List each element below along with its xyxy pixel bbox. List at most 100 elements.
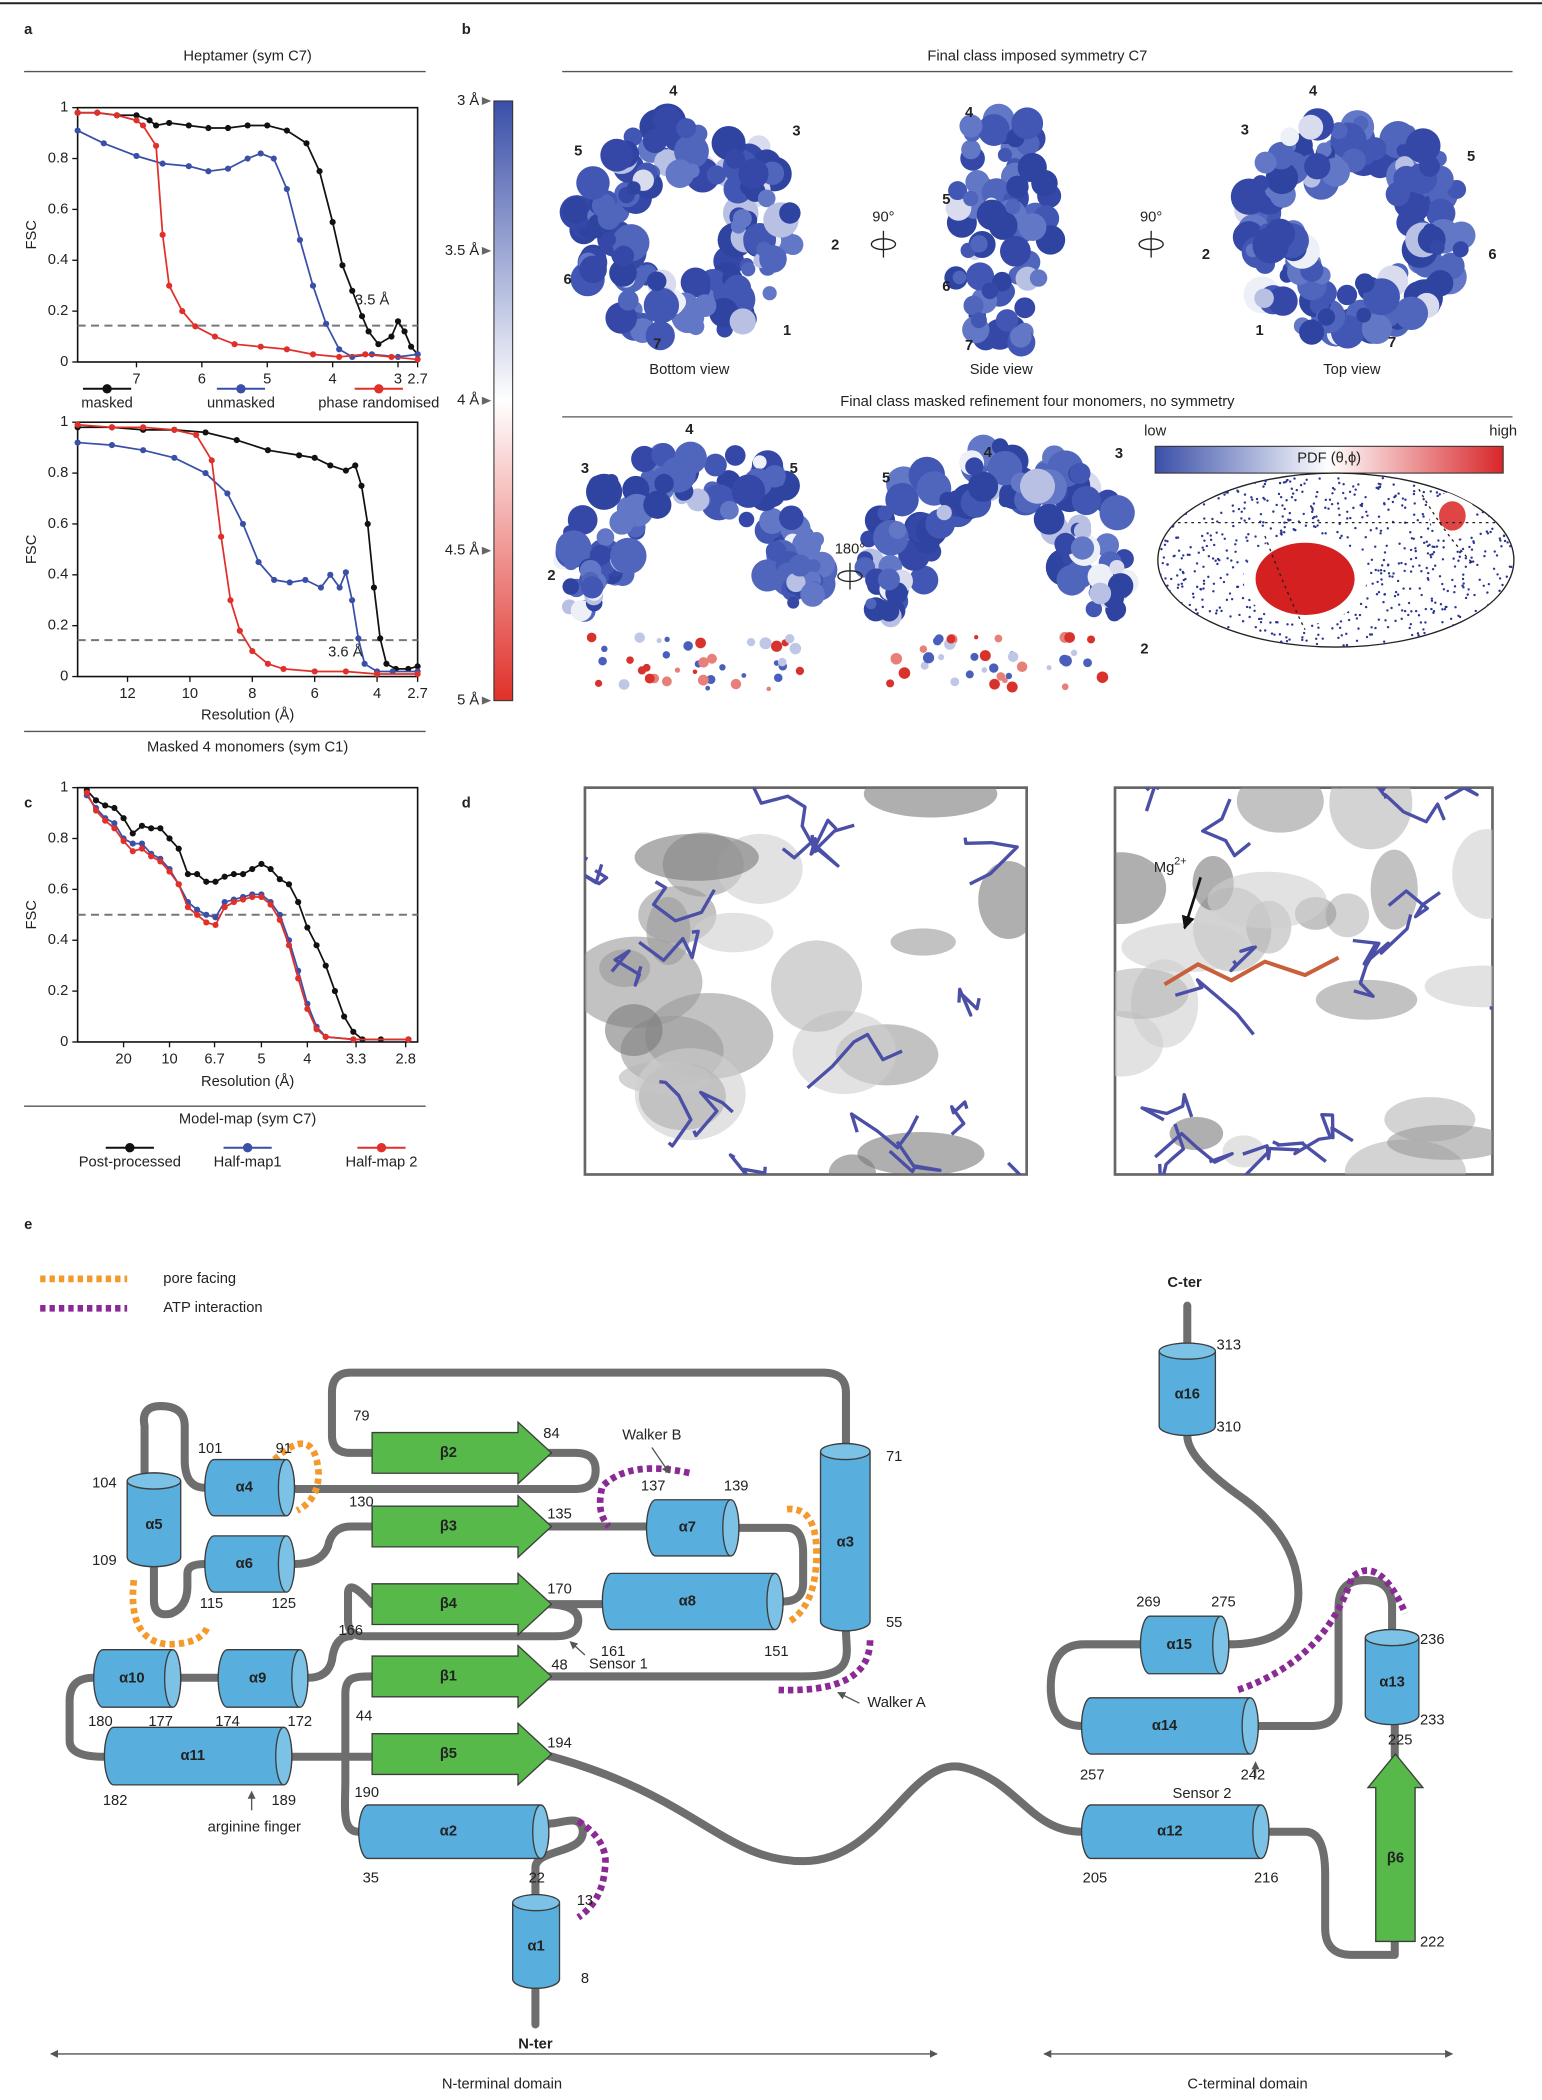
pore [647,193,718,263]
residue-number: 44 [356,1708,372,1724]
x-tick-label: 10 [161,1051,177,1067]
density-blob [1252,175,1269,192]
residue-number: 310 [1217,1419,1242,1435]
orientation-dot [1352,485,1355,488]
orientation-dot [1219,576,1222,580]
orientation-dot [1237,640,1241,644]
orientation-dot [1422,515,1425,518]
orientation-dot [1490,503,1493,506]
orientation-dot [1473,495,1477,499]
orientation-dot [1364,536,1367,539]
fsc-point [352,462,359,469]
y-tick-label: 0.2 [48,303,68,319]
residue-number: 71 [886,1449,902,1465]
residue-number: 8 [581,1971,589,1987]
fsc-point [365,328,372,335]
density-blob [738,158,769,189]
residue-number: 233 [1420,1713,1445,1729]
orientation-dot [1367,562,1370,566]
orientation-dot [1407,601,1411,605]
orientation-dot [1409,557,1413,561]
model-stick [950,1100,969,1136]
fsc-point [102,802,109,809]
orientation-dot [1425,540,1428,543]
orientation-dot [1316,490,1319,494]
orientation-dot [1336,623,1339,626]
density-blob [785,633,795,644]
orientation-dot [1435,545,1439,548]
model-stick [957,987,981,1017]
density-blob [779,505,804,531]
density-surface [1452,829,1493,919]
fsc-curve [77,111,419,355]
orientation-dot [1497,615,1501,618]
rotation-label: 90° [872,209,894,225]
fsc-point [296,452,303,459]
fsc-point [227,597,234,604]
orientation-dot [1386,564,1390,567]
orientation-dot [1378,485,1382,489]
orientation-dot [1433,545,1436,549]
orientation-dot [1321,532,1324,535]
orientation-dot [1264,480,1267,483]
density-blob [1264,218,1296,250]
section-title: Final class imposed symmetry C7 [927,49,1147,65]
fsc-point [358,482,365,489]
density-blob [600,138,634,172]
orientation-dot [1357,483,1360,486]
orientation-dot [1357,627,1360,630]
orientation-dot [1186,505,1189,508]
density-blob [1006,681,1018,693]
fsc-point [264,447,271,454]
orientation-dot [1225,491,1228,494]
fsc-point [414,670,421,678]
colorbar-tick [481,96,492,105]
orientation-dot [1211,484,1214,487]
fsc-point [202,470,209,477]
orientation-dot [1459,538,1462,541]
orientation-dot [1179,568,1182,571]
fsc-point [140,424,147,431]
orientation-dot [1261,643,1265,647]
orientation-dot [1483,637,1487,640]
orientation-dot [1234,543,1237,546]
subunit-label: 2 [547,568,555,584]
density-blob [1330,122,1348,140]
orientation-dot [1216,562,1219,566]
orientation-dot [1240,517,1243,520]
model-stick [781,823,855,860]
orientation-dot [1503,602,1507,606]
subunit-label: 4 [965,105,974,121]
orientation-dot [1470,536,1473,540]
orientation-dot [1189,546,1192,549]
orientation-dot [1396,579,1400,583]
orientation-dot [1416,519,1419,522]
fsc-point [414,351,421,358]
density-surface [1222,1135,1265,1168]
orientation-dot [1302,512,1305,516]
orientation-dot [1449,480,1452,483]
residue-number: 194 [547,1735,572,1751]
model-stick [751,787,819,854]
orientation-dot [1193,485,1196,489]
density-blob [706,165,727,185]
panel-label: d [462,796,471,812]
orientation-dot [1436,483,1439,487]
density-blob [946,634,956,644]
orientation-dot [1425,566,1428,570]
orientation-dot [1441,582,1444,586]
colorbar-label: 5 Å [457,692,479,709]
orientation-dot [1219,634,1223,638]
orientation-dot [1295,488,1298,492]
density-blob [1268,286,1298,316]
fsc-point [92,807,100,814]
orientation-dot [1412,489,1416,493]
orientation-dot [1170,502,1173,506]
orientation-dot [1199,587,1202,591]
legend-label: Post-processed [79,1154,181,1170]
fsc-point [120,837,127,845]
orientation-dot [1336,502,1340,505]
panel-label: e [24,1217,32,1233]
density-blob [697,674,709,686]
density-blob [1005,198,1021,215]
